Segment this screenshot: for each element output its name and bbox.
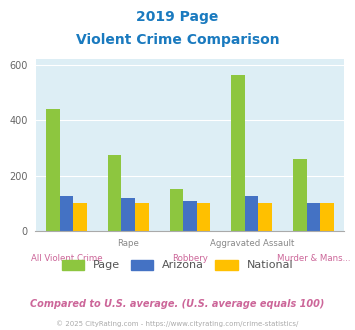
Text: Rape: Rape xyxy=(117,239,139,248)
Text: Aggravated Assault: Aggravated Assault xyxy=(209,239,294,248)
Bar xyxy=(293,159,307,231)
Bar xyxy=(258,203,272,231)
Bar xyxy=(121,198,135,231)
Bar xyxy=(135,203,148,231)
Text: All Violent Crime: All Violent Crime xyxy=(31,254,102,263)
Bar xyxy=(307,203,320,231)
Bar xyxy=(197,203,210,231)
Text: © 2025 CityRating.com - https://www.cityrating.com/crime-statistics/: © 2025 CityRating.com - https://www.city… xyxy=(56,321,299,327)
Text: Compared to U.S. average. (U.S. average equals 100): Compared to U.S. average. (U.S. average … xyxy=(30,299,325,309)
Text: Robbery: Robbery xyxy=(172,254,208,263)
Bar xyxy=(245,196,258,231)
Text: 2019 Page: 2019 Page xyxy=(136,10,219,24)
Text: Violent Crime Comparison: Violent Crime Comparison xyxy=(76,33,279,47)
Bar xyxy=(183,201,197,231)
Bar xyxy=(170,189,183,231)
Text: Murder & Mans...: Murder & Mans... xyxy=(277,254,350,263)
Bar xyxy=(60,196,73,231)
Bar xyxy=(108,155,121,231)
Bar xyxy=(73,203,87,231)
Bar xyxy=(320,203,334,231)
Legend: Page, Arizona, National: Page, Arizona, National xyxy=(62,260,293,270)
Bar xyxy=(46,109,60,231)
Bar xyxy=(231,75,245,231)
